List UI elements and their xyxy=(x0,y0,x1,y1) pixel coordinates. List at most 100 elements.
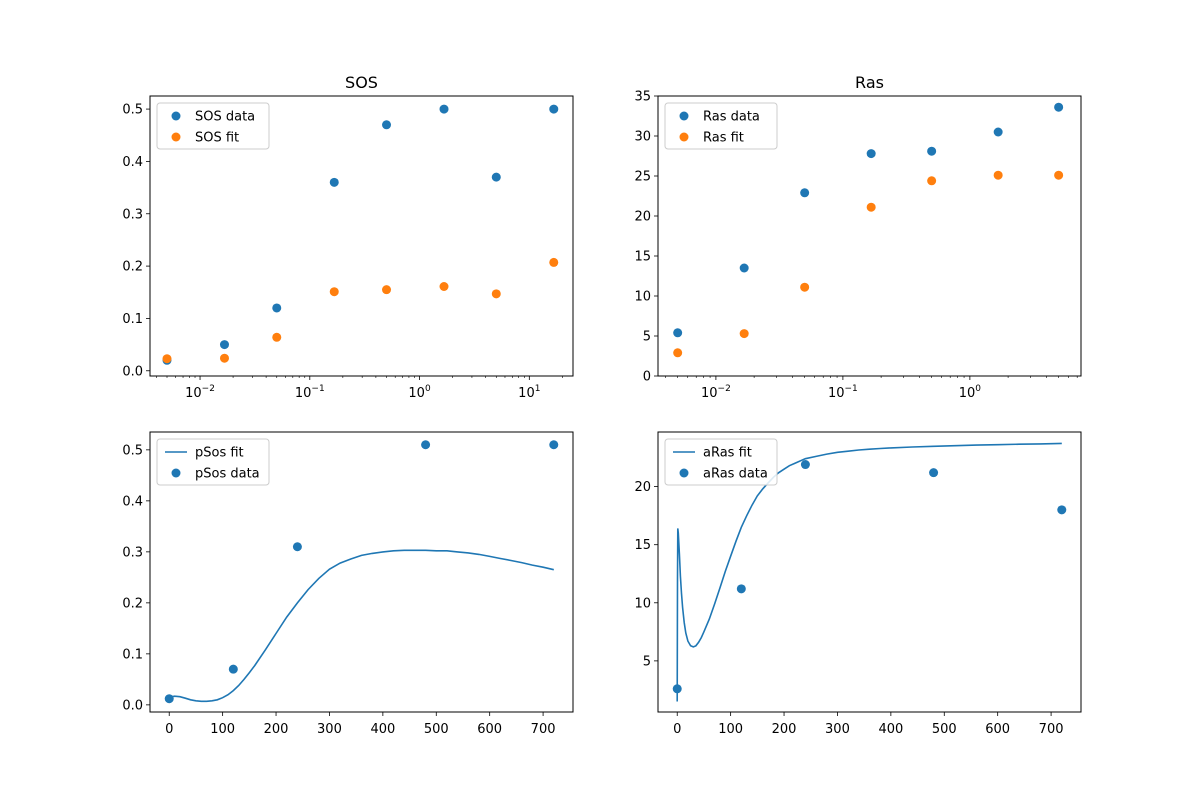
plot-area xyxy=(672,442,1067,702)
x-tick-label: 400 xyxy=(878,722,903,737)
y-tick-label: 30 xyxy=(634,130,651,145)
legend-label: SOS data xyxy=(195,110,255,125)
x-tick-label: 200 xyxy=(264,722,289,737)
y-tick-label: 0.5 xyxy=(122,103,143,118)
sos-fit-point xyxy=(549,257,559,267)
sos-data-point xyxy=(329,177,339,187)
subplot-3: 0 100 200 300 400 500 600 700 0.0 0.1 0.2 0.3 0.4 0.5… xyxy=(122,431,574,737)
legend-label: pSos data xyxy=(195,467,260,482)
x-tick-label: 200 xyxy=(772,722,797,737)
legend-label: aRas data xyxy=(703,467,768,482)
ras-data-point xyxy=(739,263,749,273)
sos-data-point xyxy=(491,172,501,182)
y-tick-label: 0.2 xyxy=(122,596,143,611)
sos-data-point xyxy=(272,303,282,313)
ras-data-point xyxy=(927,146,937,156)
axes-frame xyxy=(149,431,574,713)
x-tick-label: 100 xyxy=(210,722,235,737)
chart-title: Ras xyxy=(855,73,884,92)
aras-data-point xyxy=(1057,505,1067,515)
y-tick-label: 0.0 xyxy=(122,364,143,379)
ras-fit-point xyxy=(927,176,937,186)
legend-label: aRas fit xyxy=(703,446,752,461)
sos-fit-point xyxy=(219,353,229,363)
x-tick-label: 400 xyxy=(370,722,395,737)
x-tick-label: 0 xyxy=(165,722,173,737)
y-tick-label: 35 xyxy=(634,90,651,105)
legend-marker-swatch xyxy=(171,468,181,478)
y-tick-label: 25 xyxy=(634,170,651,185)
legend-marker-swatch xyxy=(679,111,689,121)
x-tick-label: 500 xyxy=(932,722,957,737)
ras-data-point xyxy=(800,188,810,198)
legend: pSos fit pSos data xyxy=(156,438,270,486)
legend: aRas fit aRas data xyxy=(664,438,778,486)
x-tick-label: 700 xyxy=(1039,722,1064,737)
x-tick-label: 10−2 xyxy=(701,384,731,401)
legend-box xyxy=(156,438,270,486)
sos-data-point xyxy=(382,120,392,130)
y-tick-label: 0.3 xyxy=(122,207,143,222)
ras-fit-point xyxy=(739,329,749,339)
sos-fit-point xyxy=(382,285,392,295)
sos-fit-point xyxy=(272,332,282,342)
y-tick-label: 0 xyxy=(643,370,651,385)
sos-fit-point xyxy=(439,282,449,292)
ras-fit-point xyxy=(1054,170,1064,180)
sos-fit-point xyxy=(162,354,172,364)
x-tick-label: 10−2 xyxy=(185,384,215,401)
y-tick-label: 20 xyxy=(634,480,651,495)
subplot-1: SOS 10−2 10−1 100 101 0.0 0.1 0.2 0.3 0.4 0.5 SOS d… xyxy=(122,73,574,401)
y-tick-label: 5 xyxy=(643,330,651,345)
y-tick-label: 0.1 xyxy=(122,312,143,327)
ras-fit-point xyxy=(993,170,1003,180)
ras-fit-point xyxy=(866,202,876,212)
psos-data-point xyxy=(292,542,302,552)
y-tick-label: 0.0 xyxy=(122,698,143,713)
y-tick-label: 10 xyxy=(634,596,651,611)
y-tick-label: 15 xyxy=(634,250,651,265)
x-tick-label: 10−1 xyxy=(828,384,858,401)
legend: Ras data Ras fit xyxy=(664,102,778,150)
legend-box xyxy=(156,102,270,150)
legend-marker-swatch xyxy=(679,132,689,142)
y-tick-label: 0.2 xyxy=(122,260,143,275)
sos-data-point xyxy=(439,104,449,114)
legend-label: pSos fit xyxy=(195,446,244,461)
x-tick-label: 0 xyxy=(673,722,681,737)
plot-area xyxy=(164,440,559,704)
axes-frame xyxy=(657,95,1082,377)
y-tick-label: 0.3 xyxy=(122,545,143,560)
ras-data-point xyxy=(993,127,1003,137)
chart-title: SOS xyxy=(345,73,378,92)
y-tick-label: 15 xyxy=(634,538,651,553)
x-tick-label: 100 xyxy=(959,384,982,401)
psos-data-point xyxy=(164,694,174,704)
aras-fit-line xyxy=(676,442,1062,702)
ras-data-point xyxy=(866,149,876,159)
legend-label: Ras data xyxy=(703,110,760,125)
x-tick-label: 600 xyxy=(477,722,502,737)
y-tick-label: 0.5 xyxy=(122,443,143,458)
aras-data-point xyxy=(800,460,810,470)
legend-box xyxy=(664,438,778,486)
x-tick-label: 300 xyxy=(825,722,850,737)
legend-marker-swatch xyxy=(679,468,689,478)
aras-data-point xyxy=(672,684,682,694)
x-tick-label: 10−1 xyxy=(295,384,325,401)
sos-data-point xyxy=(219,340,229,350)
x-tick-label: 500 xyxy=(424,722,449,737)
psos-data-point xyxy=(421,440,431,450)
legend: SOS data SOS fit xyxy=(156,102,270,150)
legend-marker-swatch xyxy=(171,132,181,142)
y-tick-label: 20 xyxy=(634,210,651,225)
x-tick-label: 100 xyxy=(718,722,743,737)
x-tick-label: 101 xyxy=(518,384,540,401)
ras-data-point xyxy=(673,328,683,338)
psos-fit-line xyxy=(169,549,554,703)
axes-frame xyxy=(149,95,574,377)
legend-marker-swatch xyxy=(171,111,181,121)
sos-fit-point xyxy=(491,289,501,299)
plot-area xyxy=(162,104,559,365)
